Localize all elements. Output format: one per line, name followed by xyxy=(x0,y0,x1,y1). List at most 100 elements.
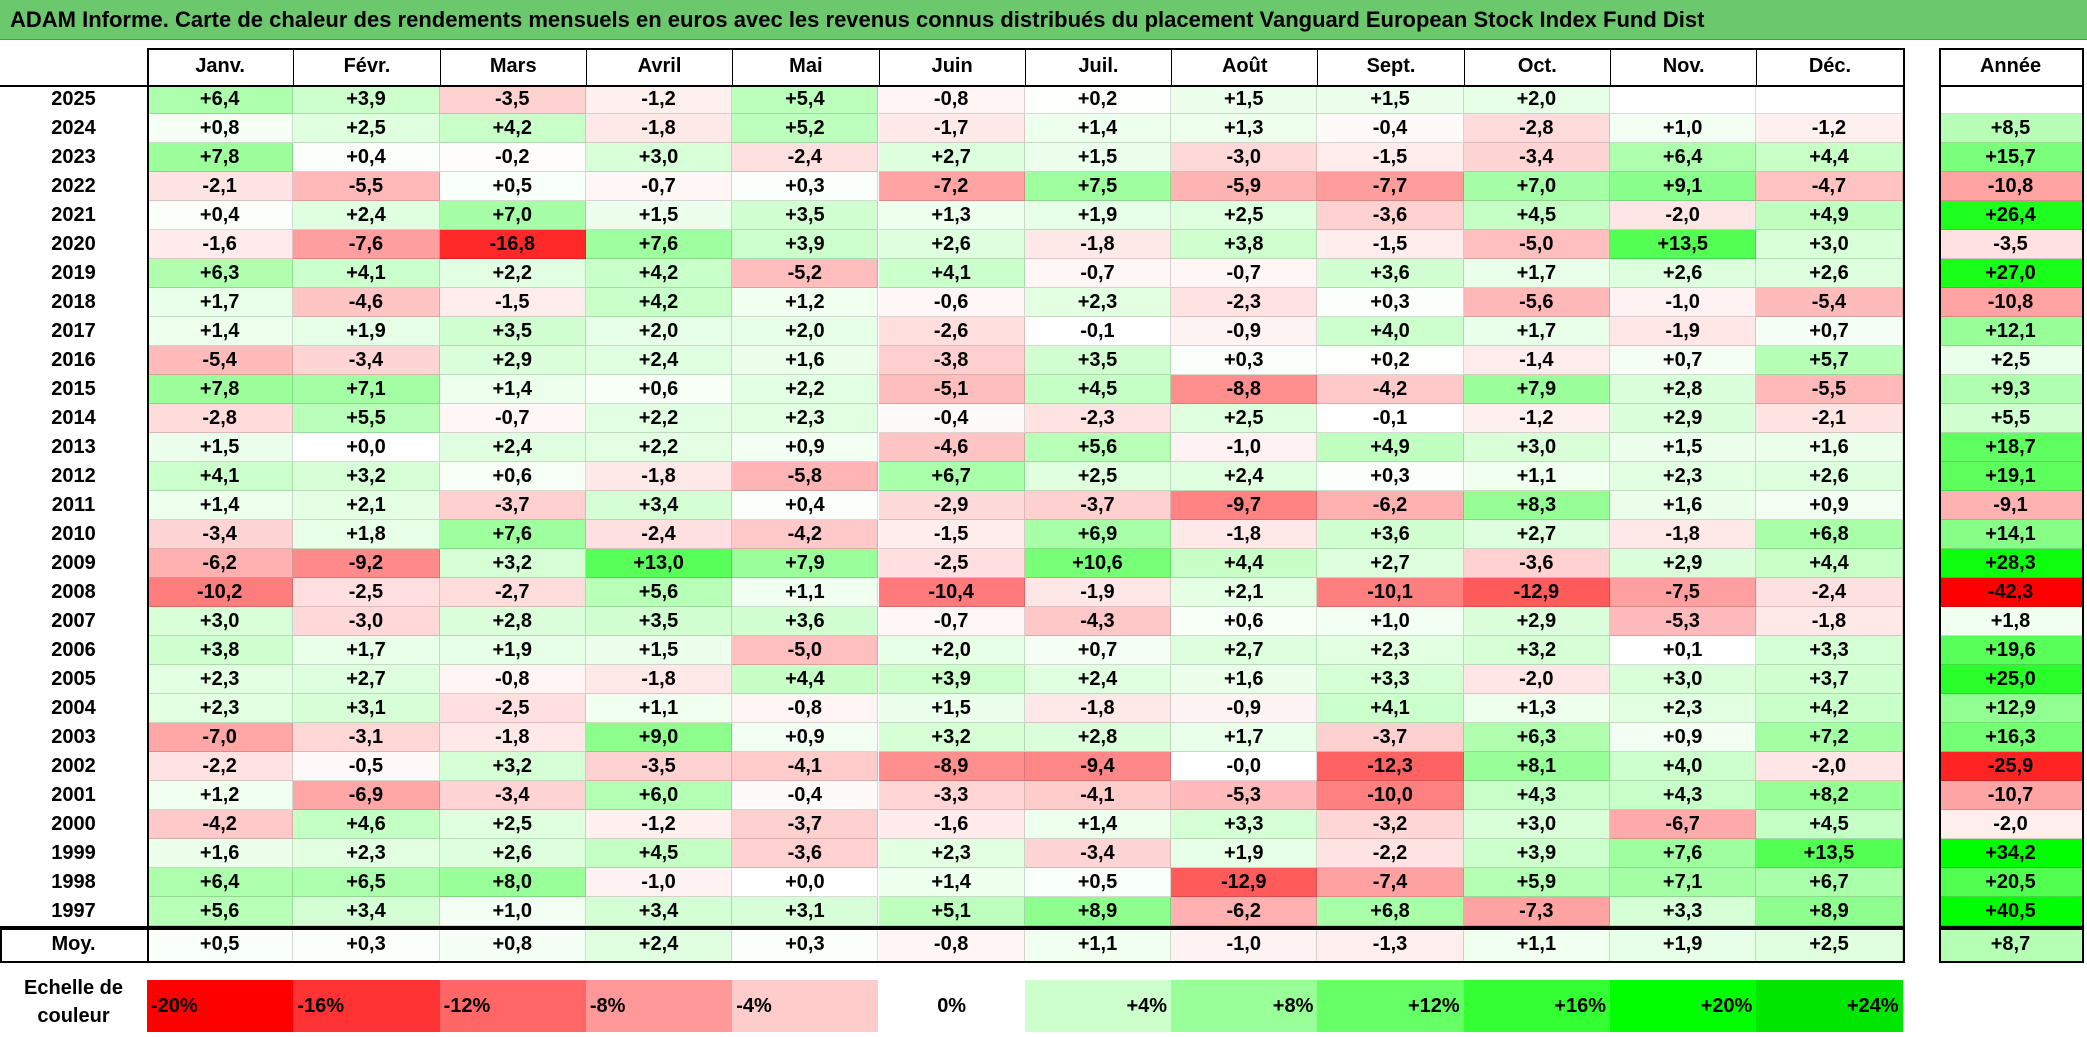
heatmap-cell: -3,3 xyxy=(878,781,1025,810)
heatmap-cell: -0,5 xyxy=(293,752,440,781)
average-cell: +1,1 xyxy=(1024,928,1172,961)
heatmap-cell: +2,1 xyxy=(1171,578,1318,607)
heatmap-cell: -6,2 xyxy=(147,549,294,578)
heatmap-cell: -8,9 xyxy=(878,752,1025,781)
heatmap-cell: -3,4 xyxy=(147,520,294,549)
annual-cell: +19,6 xyxy=(1939,636,2082,665)
heatmap-cell: -5,9 xyxy=(1171,172,1318,201)
heatmap-cell: +2,8 xyxy=(439,607,586,636)
year-label: 2019 xyxy=(0,259,147,288)
heatmap-cell: +5,9 xyxy=(1463,868,1610,897)
heatmap-cell: +2,7 xyxy=(878,143,1025,172)
avg-bottom xyxy=(0,961,1905,963)
heatmap-cell: +3,3 xyxy=(1171,810,1318,839)
heatmap-cell: -2,8 xyxy=(1463,114,1610,143)
heatmap-cell: -5,6 xyxy=(1463,288,1610,317)
heatmap-cell: -7,5 xyxy=(1610,578,1757,607)
heatmap-cell: +4,4 xyxy=(732,665,879,694)
average-cell: +2,4 xyxy=(585,928,733,961)
avg-mid xyxy=(147,928,149,961)
heatmap-cell: -1,8 xyxy=(1024,694,1172,723)
heatmap-cell: -9,4 xyxy=(1024,752,1172,781)
color-scale-label: Echelle de couleur xyxy=(24,977,123,1027)
annual-cell: +14,1 xyxy=(1939,520,2082,549)
heatmap-cell: -6,9 xyxy=(293,781,440,810)
annual-cell: +9,3 xyxy=(1939,375,2082,404)
heatmap-cell: -3,5 xyxy=(439,85,586,114)
heatmap-cell: +6,4 xyxy=(147,868,294,897)
heatmap-cell: +3,2 xyxy=(439,549,586,578)
heatmap-cell: +3,2 xyxy=(878,723,1025,752)
heatmap-cell: +5,1 xyxy=(878,897,1025,926)
color-scale-step: +16% xyxy=(1463,980,1610,1032)
heatmap-cell: -2,1 xyxy=(1756,404,1903,433)
year-label: 1998 xyxy=(0,868,147,897)
heatmap-cell: -6,7 xyxy=(1610,810,1757,839)
heatmap-cell: -1,2 xyxy=(1463,404,1610,433)
annual-cell: -10,8 xyxy=(1939,172,2082,201)
heatmap-cell: -3,6 xyxy=(732,839,879,868)
heatmap-cell: +4,6 xyxy=(293,810,440,839)
heatmap-cell: +8,9 xyxy=(1756,897,1903,926)
heatmap-cell: +3,0 xyxy=(1463,433,1610,462)
heatmap-cell: +1,1 xyxy=(585,694,733,723)
heatmap-cell: +2,0 xyxy=(585,317,733,346)
heatmap-cell: +3,8 xyxy=(1171,230,1318,259)
heatmap-cell: +3,5 xyxy=(1024,346,1172,375)
annual-right xyxy=(2082,48,2084,926)
heatmap-cell: -2,3 xyxy=(1024,404,1172,433)
year-label: 2000 xyxy=(0,810,147,839)
heatmap-cell: +4,4 xyxy=(1171,549,1318,578)
heatmap-cell: -4,6 xyxy=(878,433,1025,462)
heatmap-cell: -3,0 xyxy=(293,607,440,636)
annual-bottom xyxy=(1939,926,2084,928)
heatmap-cell: +2,5 xyxy=(1171,404,1318,433)
heatmap-cell: +2,5 xyxy=(293,114,440,143)
heatmap-cell: +4,5 xyxy=(1756,810,1903,839)
heatmap-cell: +2,4 xyxy=(293,201,440,230)
heatmap-cell: +2,3 xyxy=(1610,694,1757,723)
heatmap-cell: +2,2 xyxy=(585,404,733,433)
heatmap-cell: +0,6 xyxy=(585,375,733,404)
year-label: 2017 xyxy=(0,317,147,346)
heatmap-cell: +13,5 xyxy=(1756,839,1903,868)
heatmap-cell: -0,7 xyxy=(1171,259,1318,288)
annual-cell: +2,5 xyxy=(1939,346,2082,375)
heatmap-cell: -5,0 xyxy=(732,636,879,665)
heatmap-cell: -5,0 xyxy=(1463,230,1610,259)
heatmap-cell: +4,4 xyxy=(1756,549,1903,578)
heatmap-cell: +1,8 xyxy=(293,520,440,549)
heatmap-cell: +2,3 xyxy=(732,404,879,433)
heatmap-cell: +2,4 xyxy=(1171,462,1318,491)
annual-cell: +1,8 xyxy=(1939,607,2082,636)
annual-cell: -9,1 xyxy=(1939,491,2082,520)
average-annual-cell: +8,7 xyxy=(1939,928,2082,961)
heatmap-cell: +3,0 xyxy=(147,607,294,636)
heatmap-cell: -4,3 xyxy=(1024,607,1172,636)
year-label: 2014 xyxy=(0,404,147,433)
heatmap-cell: +1,4 xyxy=(147,317,294,346)
heatmap-cell: -7,7 xyxy=(1317,172,1464,201)
heatmap-cell: +7,8 xyxy=(147,375,294,404)
heatmap-cell: +7,8 xyxy=(147,143,294,172)
annual-cell: +8,5 xyxy=(1939,114,2082,143)
heatmap-cell: +0,4 xyxy=(293,143,440,172)
heatmap-cell: +0,7 xyxy=(1610,346,1757,375)
heatmap-cell: +1,5 xyxy=(147,433,294,462)
heatmap-cell: -4,6 xyxy=(293,288,440,317)
annual-header-bottom xyxy=(1939,85,2082,87)
heatmap-cell: -1,8 xyxy=(585,665,733,694)
heatmap-cell: +3,3 xyxy=(1317,665,1464,694)
avg-left xyxy=(0,928,2,961)
heatmap-cell: -1,2 xyxy=(1756,114,1903,143)
month-block-top xyxy=(147,48,1903,50)
heatmap-cell: +2,2 xyxy=(439,259,586,288)
heatmap-cell: -0,1 xyxy=(1317,404,1464,433)
heatmap-cell: +7,2 xyxy=(1756,723,1903,752)
heatmap-cell: +1,4 xyxy=(147,491,294,520)
heatmap-cell: +1,5 xyxy=(585,201,733,230)
heatmap-cell: -3,5 xyxy=(585,752,733,781)
heatmap-cell: +1,1 xyxy=(732,578,879,607)
heatmap-cell: -1,7 xyxy=(878,114,1025,143)
color-scale-step: +24% xyxy=(1756,980,1903,1032)
